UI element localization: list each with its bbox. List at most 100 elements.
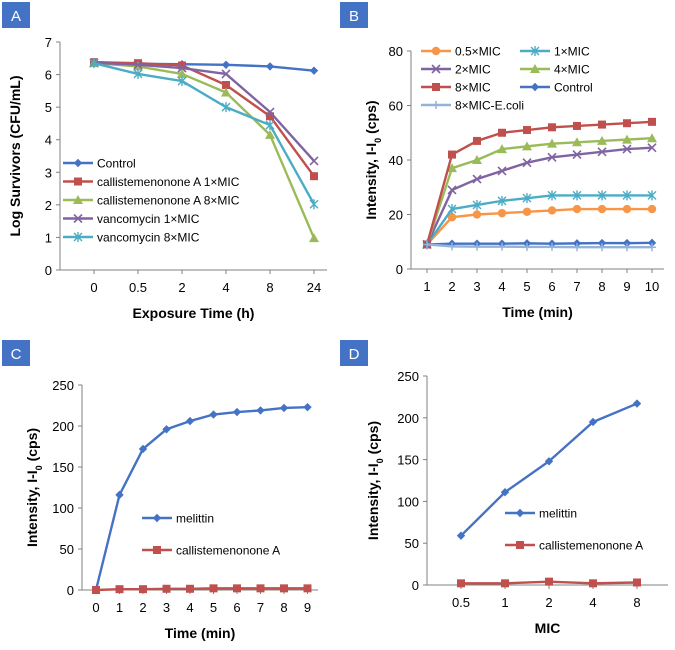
y-tick-label: 20 bbox=[389, 208, 403, 223]
data-point bbox=[92, 586, 100, 594]
data-point bbox=[523, 126, 531, 135]
x-tick-label: 1 bbox=[501, 595, 508, 610]
x-axis-title: Time (min) bbox=[165, 625, 236, 641]
data-point bbox=[115, 585, 124, 594]
data-point bbox=[597, 135, 607, 145]
data-point bbox=[597, 147, 607, 157]
data-point bbox=[497, 166, 507, 176]
series-line bbox=[95, 587, 308, 592]
data-point bbox=[472, 199, 482, 210]
data-point bbox=[89, 58, 99, 69]
x-tick-label: 3 bbox=[163, 600, 170, 615]
panel-label-box bbox=[340, 2, 368, 28]
y-tick-label: 80 bbox=[389, 44, 403, 59]
x-tick-label: 0 bbox=[90, 280, 97, 295]
series-line bbox=[426, 241, 653, 246]
x-tick-label: 7 bbox=[257, 600, 264, 615]
data-point bbox=[209, 410, 218, 419]
x-tick-label: 3 bbox=[473, 279, 480, 294]
data-point bbox=[265, 107, 275, 117]
data-point bbox=[597, 190, 607, 201]
y-tick-label: 7 bbox=[45, 35, 52, 50]
data-point bbox=[447, 204, 457, 215]
series-3 bbox=[89, 58, 319, 166]
data-point bbox=[522, 207, 532, 216]
series-line bbox=[426, 243, 652, 249]
data-point bbox=[648, 243, 656, 252]
x-tick-label: 0.5 bbox=[452, 595, 470, 610]
x-tick-label: 5 bbox=[523, 279, 530, 294]
legend: Control callistemenonone A 1×MIC callistem… bbox=[63, 157, 240, 245]
data-point bbox=[472, 174, 482, 184]
data-point bbox=[448, 150, 456, 159]
y-tick-label: 150 bbox=[52, 460, 74, 475]
legend-label: Control bbox=[554, 81, 593, 95]
x-axis-title: Time (min) bbox=[502, 304, 573, 320]
data-point bbox=[632, 399, 642, 408]
data-point bbox=[497, 144, 507, 154]
data-point bbox=[647, 204, 657, 214]
panel-b: B 0 20 40 60 80 1 2 3 4 5 6 7 8 9 10 Time (min) Intensity… bbox=[340, 2, 664, 320]
legend-item: 8×MIC bbox=[421, 81, 491, 95]
x-tick-label: 4 bbox=[498, 279, 505, 294]
y-tick-label: 3 bbox=[45, 165, 52, 180]
legend: melittin callistemenonone A bbox=[505, 507, 643, 553]
data-point bbox=[309, 199, 319, 210]
x-tick-label: 9 bbox=[304, 600, 311, 615]
legend-marker bbox=[432, 83, 440, 91]
data-point bbox=[303, 402, 312, 412]
legend: melittin callistemenonone A bbox=[142, 512, 280, 558]
legend-marker bbox=[530, 46, 540, 56]
panel-label: A bbox=[11, 8, 21, 25]
legend-item: 2×MIC bbox=[421, 63, 491, 77]
legend-item: vancomycin 1×MIC bbox=[63, 212, 200, 226]
data-point bbox=[177, 63, 187, 73]
x-tick-label: 4 bbox=[222, 280, 229, 295]
data-point bbox=[221, 60, 231, 69]
legend-item: vancomycin 8×MIC bbox=[63, 231, 200, 245]
y-tick-label: 0 bbox=[396, 262, 403, 277]
data-point bbox=[448, 242, 456, 251]
data-point bbox=[544, 457, 554, 466]
legend-label: callistemenonone A 1×MIC bbox=[97, 175, 240, 189]
data-point bbox=[547, 190, 557, 201]
x-tick-label: 7 bbox=[573, 279, 580, 294]
data-point bbox=[523, 242, 531, 251]
data-point bbox=[598, 243, 606, 252]
legend-label: melittin bbox=[539, 507, 577, 521]
series-line bbox=[93, 62, 316, 205]
panel-label: C bbox=[11, 346, 22, 363]
panel-label-box bbox=[2, 340, 30, 366]
series-line bbox=[93, 61, 315, 162]
x-tick-label: 8 bbox=[633, 595, 640, 610]
x-tick-label: 2 bbox=[178, 280, 185, 295]
data-point bbox=[178, 61, 186, 70]
data-point bbox=[447, 163, 457, 173]
data-point bbox=[456, 531, 466, 540]
y-tick-label: 6 bbox=[45, 68, 52, 83]
y-tick-label: 50 bbox=[405, 536, 419, 551]
data-point bbox=[310, 172, 318, 181]
data-point bbox=[573, 243, 581, 252]
y-tick-label: 0 bbox=[412, 578, 419, 593]
data-point bbox=[501, 579, 509, 588]
data-point bbox=[309, 233, 319, 243]
legend-marker bbox=[516, 541, 524, 549]
data-point bbox=[447, 185, 457, 195]
data-point bbox=[598, 120, 606, 129]
legend-marker bbox=[74, 177, 82, 186]
series-line bbox=[93, 60, 315, 177]
data-point bbox=[221, 69, 231, 79]
data-point bbox=[622, 204, 632, 214]
series-line bbox=[426, 194, 652, 246]
y-axis-title: Intensity, I-I0 (cps) bbox=[24, 428, 44, 547]
y-tick-label: 100 bbox=[52, 501, 74, 516]
data-point bbox=[647, 143, 657, 153]
legend-item: melittin bbox=[142, 512, 214, 526]
y-tick-label: 50 bbox=[60, 542, 74, 557]
data-point bbox=[162, 425, 171, 434]
data-point bbox=[256, 406, 265, 415]
legend-item: callistemenonone A 8×MIC bbox=[63, 194, 240, 208]
x-tick-label: 0.5 bbox=[129, 280, 147, 295]
